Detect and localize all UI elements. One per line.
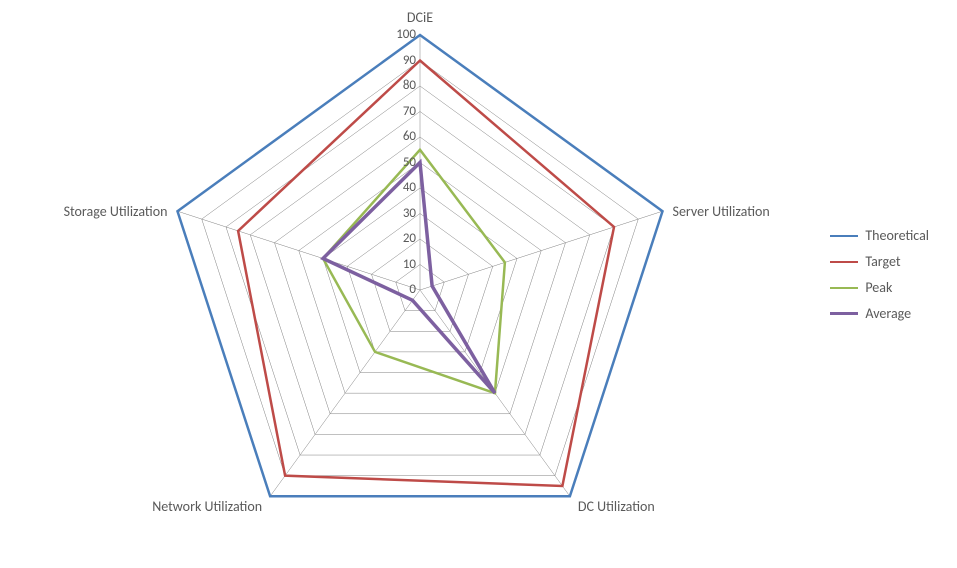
- ytick-90: 90: [390, 53, 416, 68]
- ytick-0: 0: [390, 282, 416, 297]
- legend-swatch: [830, 312, 858, 315]
- legend-item-theoretical: Theoretical: [830, 227, 929, 244]
- legend-item-target: Target: [830, 253, 929, 270]
- ytick-80: 80: [390, 78, 416, 93]
- ytick-100: 100: [390, 27, 416, 42]
- radar-chart-svg: [0, 0, 957, 568]
- legend-label: Target: [865, 253, 900, 270]
- ytick-60: 60: [390, 129, 416, 144]
- legend-item-average: Average: [830, 305, 929, 322]
- legend-swatch: [830, 287, 858, 289]
- legend-label: Theoretical: [865, 227, 929, 244]
- axis-label-dcie: DCiE: [407, 9, 433, 26]
- axis-label-server: Server Utilization: [673, 203, 770, 220]
- legend: Theoretical Target Peak Average: [830, 218, 929, 331]
- legend-swatch: [830, 235, 858, 237]
- ytick-70: 70: [390, 104, 416, 119]
- legend-swatch: [830, 261, 858, 263]
- legend-item-peak: Peak: [830, 279, 929, 296]
- axis-label-storage: Storage Utilization: [64, 203, 168, 220]
- legend-label: Average: [865, 305, 911, 322]
- ytick-30: 30: [390, 206, 416, 221]
- axis-label-network: Network Utilization: [152, 498, 262, 515]
- radar-chart-container: { "chart": { "type": "radar", "width": 9…: [0, 0, 957, 568]
- legend-label: Peak: [865, 279, 892, 296]
- ytick-40: 40: [390, 180, 416, 195]
- axis-label-dc: DC Utilization: [578, 498, 655, 515]
- ytick-50: 50: [390, 155, 416, 170]
- ytick-20: 20: [390, 231, 416, 246]
- ytick-10: 10: [390, 257, 416, 272]
